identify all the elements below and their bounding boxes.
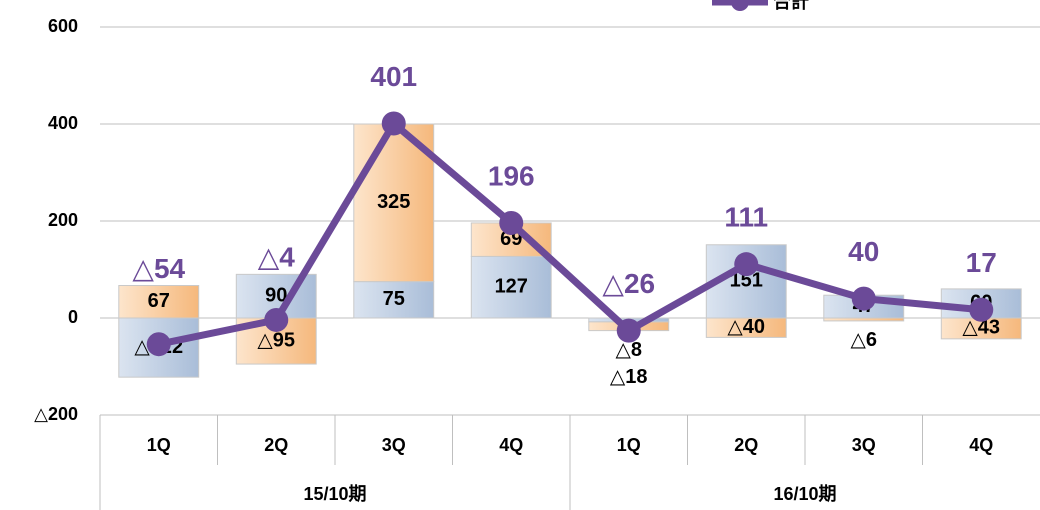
x-tick-label: 1Q xyxy=(147,435,171,455)
legend-marker xyxy=(731,0,749,11)
bar-value-label: 90 xyxy=(265,284,287,306)
bar-value-label: △95 xyxy=(257,329,295,351)
total-value-label: 196 xyxy=(488,160,535,191)
x-tick-label: 4Q xyxy=(969,435,993,455)
y-tick-label: 400 xyxy=(48,113,78,133)
bar-value-label: △8 xyxy=(615,339,642,361)
total-value-label: 401 xyxy=(370,61,417,92)
total-marker xyxy=(969,297,994,322)
group-label: 15/10期 xyxy=(303,484,366,504)
bar-value-label: △40 xyxy=(727,316,765,338)
bar-segment xyxy=(353,281,435,319)
bar-value-label: 151 xyxy=(730,270,763,292)
bar-value-label: 67 xyxy=(148,290,170,312)
x-tick-label: 4Q xyxy=(499,435,523,455)
total-marker xyxy=(734,252,759,277)
x-tick-label: 3Q xyxy=(852,435,876,455)
y-tick-label: △200 xyxy=(34,404,78,424)
total-marker xyxy=(851,286,876,311)
x-tick-label: 2Q xyxy=(734,435,758,455)
bar-value-label: △43 xyxy=(962,317,1000,339)
total-value-label: △26 xyxy=(602,268,655,299)
bar-value-label: 75 xyxy=(383,288,405,310)
y-tick-label: 0 xyxy=(68,307,78,327)
bar-segment xyxy=(823,317,905,322)
bar-segment xyxy=(705,317,787,338)
y-tick-label: 600 xyxy=(48,16,78,36)
total-value-label: 111 xyxy=(724,202,768,233)
total-value-label: △4 xyxy=(258,242,296,273)
total-marker xyxy=(616,318,641,343)
x-tick-label: 1Q xyxy=(617,435,641,455)
total-marker xyxy=(264,307,289,332)
bar-segment xyxy=(118,285,200,319)
bar-segment xyxy=(470,255,552,319)
total-marker xyxy=(146,332,171,357)
group-label: 16/10期 xyxy=(773,484,836,504)
bar-value-label: 325 xyxy=(377,191,410,213)
x-tick-label: 2Q xyxy=(264,435,288,455)
total-marker xyxy=(499,210,524,235)
y-tick-label: 200 xyxy=(48,210,78,230)
total-marker xyxy=(381,111,406,136)
legend-label: 合計 xyxy=(773,0,809,12)
bar-value-label: 127 xyxy=(495,275,528,297)
total-value-label: △54 xyxy=(132,253,185,284)
total-value-label: 17 xyxy=(966,247,997,278)
total-line xyxy=(158,120,982,348)
x-tick-label: 3Q xyxy=(382,435,406,455)
bar-value-label: △18 xyxy=(610,366,648,388)
bar-value-label: △6 xyxy=(850,329,877,351)
total-value-label: 40 xyxy=(848,236,879,267)
